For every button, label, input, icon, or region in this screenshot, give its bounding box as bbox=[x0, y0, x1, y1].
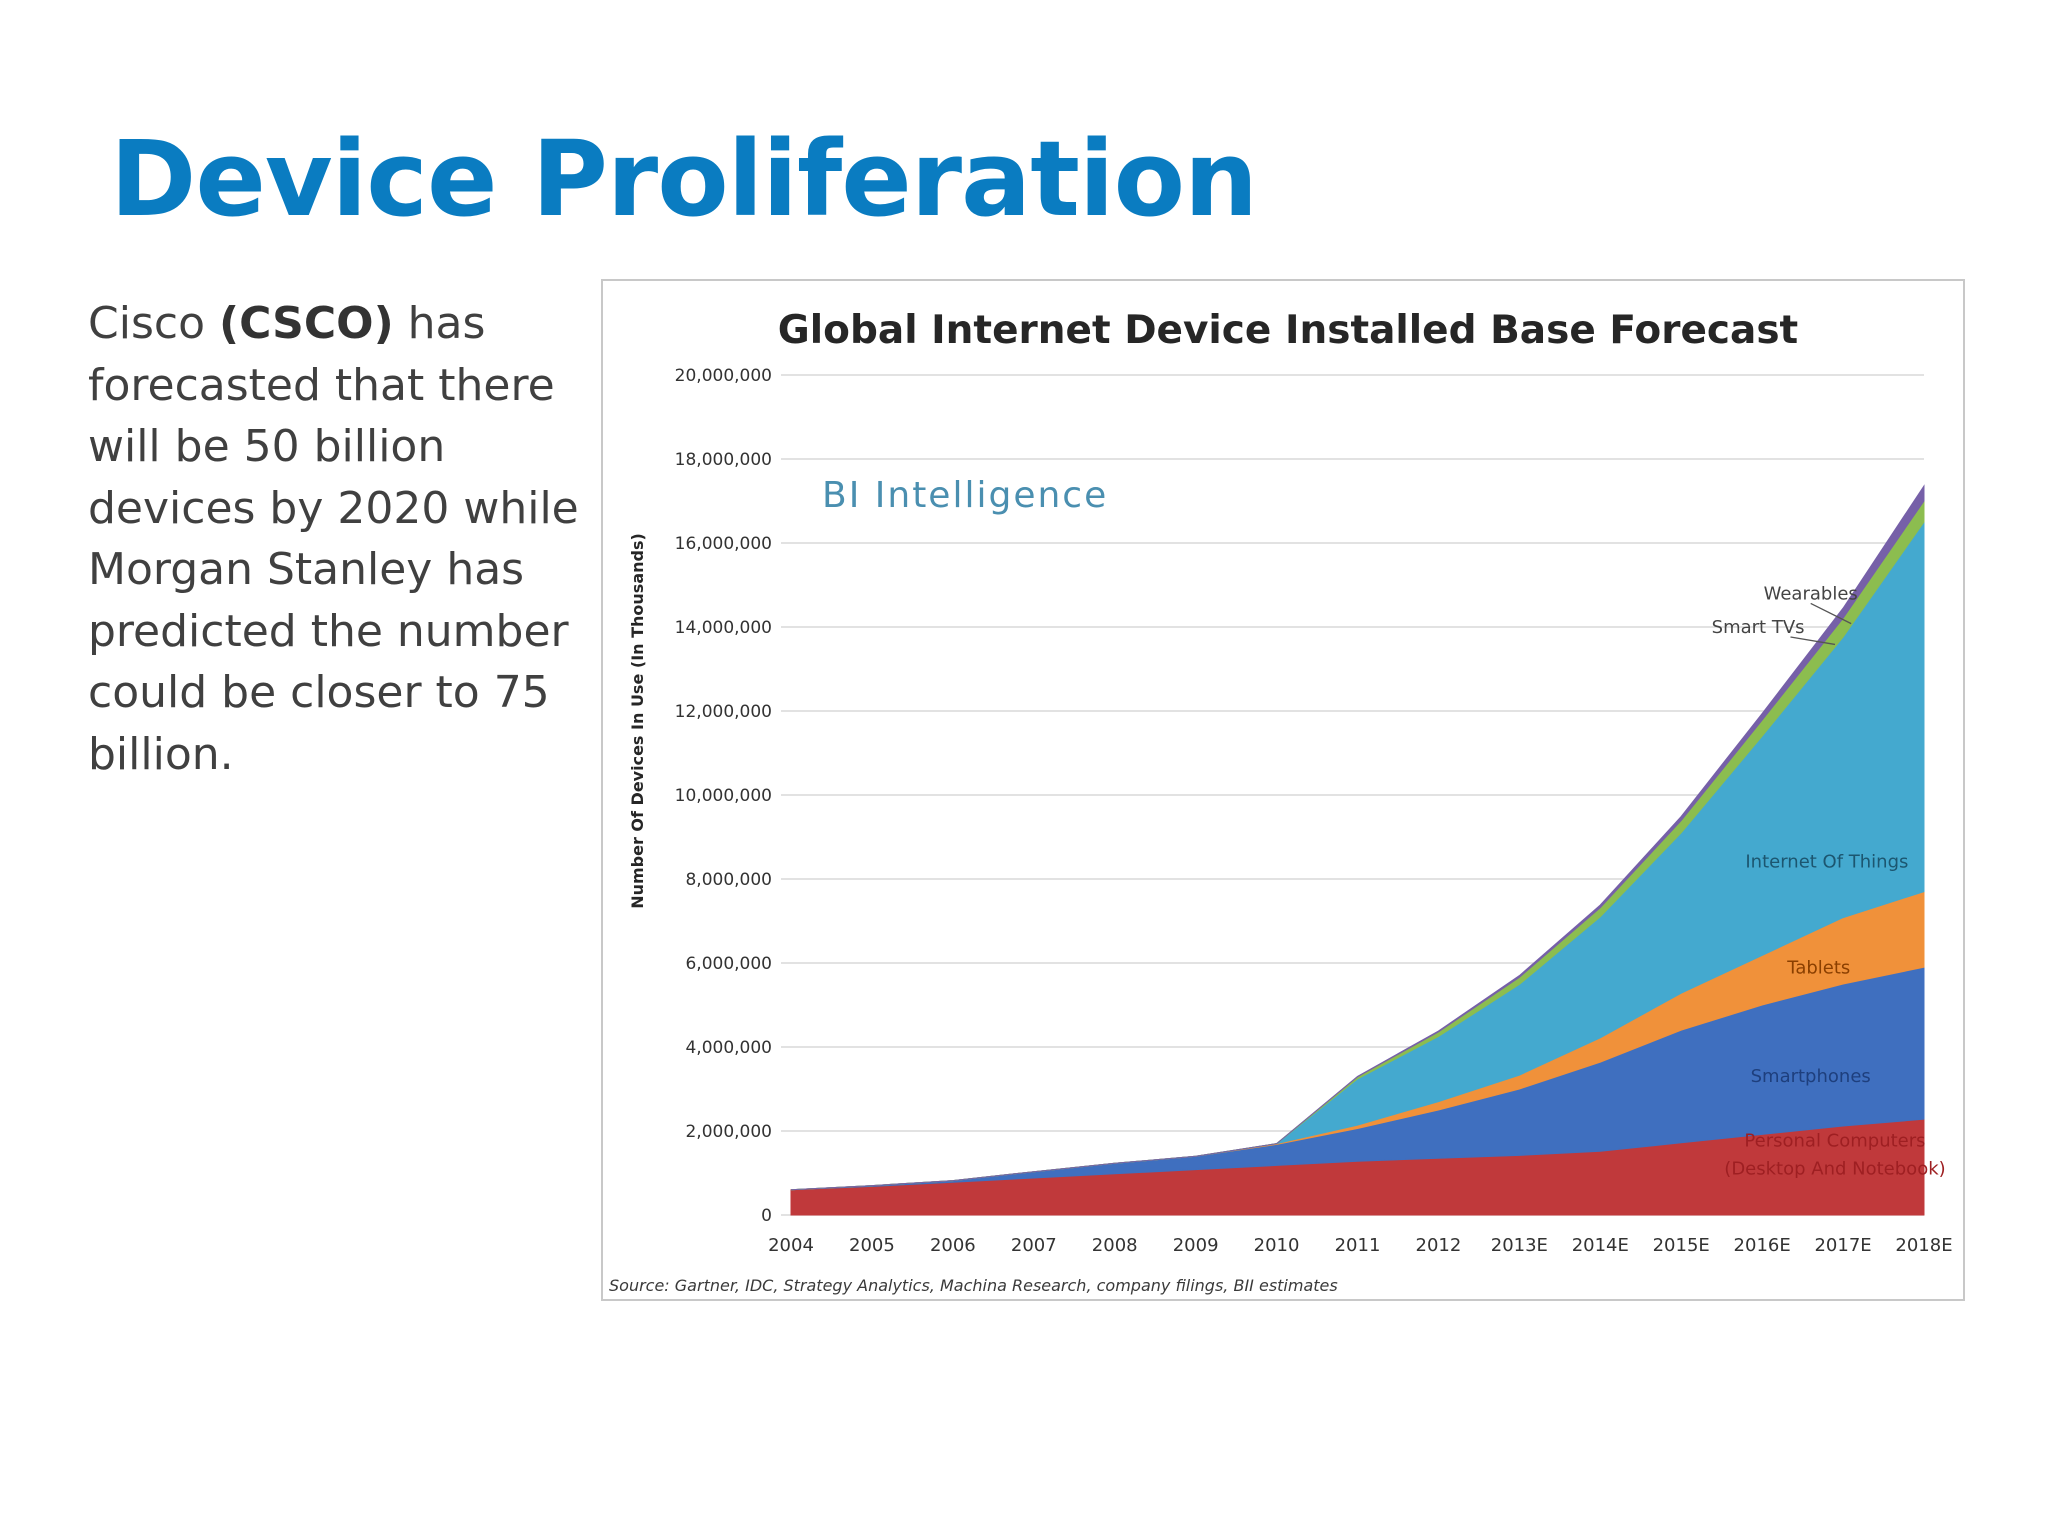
area-layer bbox=[790, 484, 1925, 1216]
ytick-layer: 0 2,000,000 4,000,000 6,000,000 8,000,000 10,… bbox=[675, 366, 772, 1226]
series-label: (Desktop And Notebook) bbox=[1724, 1158, 1945, 1179]
body-text-post: has forecasted that there will be 50 bil… bbox=[88, 298, 579, 780]
y-tick-label: 4,000,000 bbox=[685, 1038, 772, 1058]
slide-title: Device Proliferation bbox=[110, 118, 1258, 240]
y-tick-label: 18,000,000 bbox=[675, 450, 772, 470]
x-tick-label: 2012 bbox=[1416, 1235, 1462, 1256]
x-tick-label: 2004 bbox=[768, 1235, 814, 1256]
chart-watermark: BI Intelligence bbox=[822, 475, 1108, 516]
x-tick-label: 2005 bbox=[849, 1235, 895, 1256]
x-tick-label: 2015E bbox=[1653, 1235, 1710, 1256]
series-label: Internet Of Things bbox=[1745, 852, 1908, 873]
y-tick-label: 8,000,000 bbox=[685, 870, 772, 890]
y-tick-label: 20,000,000 bbox=[675, 366, 772, 386]
series-label: Wearables bbox=[1764, 583, 1858, 604]
y-tick-label: 6,000,000 bbox=[685, 954, 772, 974]
leader-line bbox=[1790, 636, 1836, 646]
area-series bbox=[790, 484, 1925, 1191]
leader-line bbox=[1810, 602, 1852, 625]
series-label: Personal Computers bbox=[1744, 1130, 1925, 1151]
chart-svg: Global Internet Device Installed Base Fo… bbox=[609, 308, 1953, 1295]
y-tick-label: 16,000,000 bbox=[675, 534, 772, 554]
y-tick-label: 12,000,000 bbox=[675, 702, 772, 722]
x-tick-label: 2007 bbox=[1011, 1235, 1057, 1256]
x-tick-label: 2017E bbox=[1814, 1235, 1871, 1256]
grid-layer bbox=[781, 374, 1924, 1216]
chart-title: Global Internet Device Installed Base Fo… bbox=[778, 308, 1798, 353]
series-label: Tablets bbox=[1786, 957, 1850, 978]
x-tick-label: 2009 bbox=[1173, 1235, 1219, 1256]
body-text: Cisco (CSCO) has forecasted that there w… bbox=[88, 293, 588, 785]
xtick-layer: 2004 2005 2006 2007 2008 2009 2010 2011 2012 2013… bbox=[768, 1235, 1953, 1256]
x-tick-label: 2014E bbox=[1572, 1235, 1629, 1256]
x-tick-label: 2011 bbox=[1335, 1235, 1381, 1256]
y-tick-label: 14,000,000 bbox=[675, 618, 772, 638]
x-tick-label: 2013E bbox=[1491, 1235, 1548, 1256]
x-tick-label: 2006 bbox=[930, 1235, 976, 1256]
y-tick-label: 2,000,000 bbox=[685, 1122, 772, 1142]
chart-source: Source: Gartner, IDC, Strategy Analytics… bbox=[609, 1276, 1338, 1295]
body-text-bold: (CSCO) bbox=[218, 298, 394, 349]
series-label: Smart TVs bbox=[1712, 617, 1805, 638]
label-layer: Personal Computers (Desktop And Notebook)… bbox=[1712, 583, 1946, 1179]
x-tick-label: 2016E bbox=[1734, 1235, 1791, 1256]
x-tick-label: 2008 bbox=[1092, 1235, 1138, 1256]
y-axis-label: Number Of Devices In Use (In Thousands) bbox=[628, 533, 647, 909]
chart-frame: Global Internet Device Installed Base Fo… bbox=[601, 279, 1965, 1301]
y-tick-label: 0 bbox=[761, 1206, 772, 1226]
x-tick-label: 2018E bbox=[1895, 1235, 1952, 1256]
body-text-pre: Cisco bbox=[88, 298, 219, 349]
x-tick-label: 2010 bbox=[1254, 1235, 1300, 1256]
series-label: Smartphones bbox=[1751, 1066, 1871, 1087]
y-tick-label: 10,000,000 bbox=[675, 786, 772, 806]
